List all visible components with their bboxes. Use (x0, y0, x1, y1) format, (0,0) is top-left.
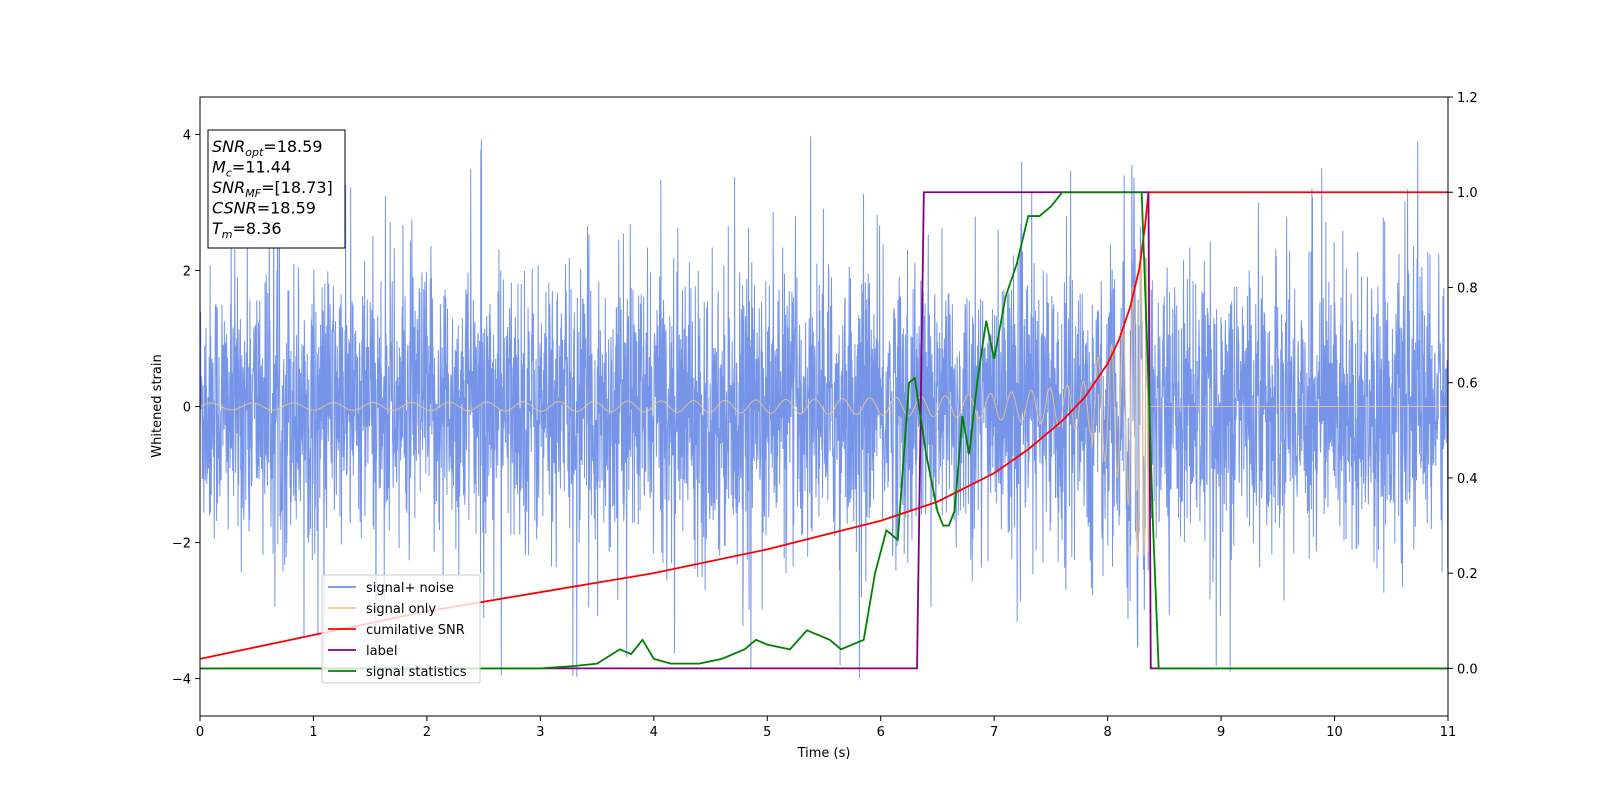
x-axis: 0 1 2 3 4 5 6 7 8 9 10 11 (196, 716, 1456, 740)
series-label (200, 191, 1448, 670)
x-tick-label: 5 (763, 725, 771, 740)
x-tick-label: 0 (196, 725, 204, 740)
series-signal-only (200, 256, 1448, 557)
info-line: SNRopt=18.59 (212, 137, 323, 159)
x-axis-title: Time (s) (797, 746, 851, 761)
legend-label: signal statistics (366, 665, 467, 680)
x-tick-label: 8 (1103, 725, 1111, 740)
x-tick-label: 9 (1217, 725, 1225, 740)
legend-label: signal only (366, 602, 436, 617)
y-axis-left: 4 2 0 −2 −4 (172, 128, 200, 688)
info-line: Mc=11.44 (212, 158, 291, 180)
y-right-tick-label: 1.0 (1457, 186, 1478, 201)
legend-label: cumilative SNR (366, 623, 465, 638)
x-tick-label: 2 (423, 725, 431, 740)
y-right-tick-label: 0.8 (1457, 281, 1478, 296)
x-tick-label: 1 (309, 725, 317, 740)
info-box-frame (207, 129, 346, 249)
y-right-tick-label: 1.2 (1457, 91, 1478, 106)
x-tick-label: 11 (1440, 725, 1457, 740)
x-tick-label: 6 (877, 725, 885, 740)
y-right-tick-label: 0.4 (1457, 472, 1478, 487)
info-box: SNRopt=18.59Mc=11.44SNRMF=[18.73]CSNR=18… (207, 129, 346, 249)
legend-frame (321, 574, 481, 684)
y-axis-title: Whitened strain (150, 354, 165, 457)
x-tick-label: 3 (536, 725, 544, 740)
y-left-tick-label: 4 (183, 128, 191, 143)
x-tick-label: 7 (990, 725, 998, 740)
legend-label: signal+ noise (366, 581, 454, 596)
y-right-tick-label: 0.2 (1457, 567, 1478, 582)
plot-area (200, 136, 1448, 679)
y-left-tick-label: −4 (172, 673, 191, 688)
x-tick-label: 4 (650, 725, 658, 740)
info-line: Tm=8.36 (212, 219, 282, 241)
y-left-tick-label: 0 (183, 401, 191, 416)
legend: signal+ noise signal only cumilative SNR la… (321, 574, 481, 684)
info-line: SNRMF=[18.73] (212, 178, 333, 200)
legend-label: label (366, 644, 397, 659)
y-left-tick-label: 2 (183, 264, 191, 279)
y-right-tick-label: 0.6 (1457, 377, 1478, 392)
info-line: CSNR=18.59 (212, 199, 316, 218)
x-tick-label: 10 (1326, 725, 1343, 740)
y-left-tick-label: −2 (172, 537, 191, 552)
y-right-tick-label: 0.0 (1457, 662, 1478, 677)
series-signal-plus-noise (200, 136, 1448, 679)
series-signal-statistics (200, 191, 1448, 670)
y-axis-right: 1.2 1.0 0.8 0.6 0.4 0.2 0.0 (1448, 91, 1478, 677)
